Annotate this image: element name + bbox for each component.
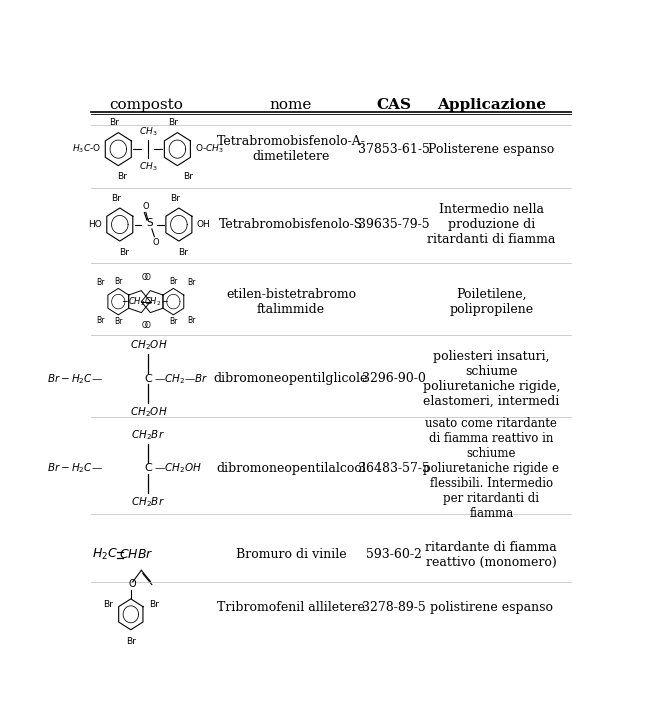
Text: $CHBr$: $CHBr$ [119, 548, 153, 561]
Text: $CH_2Br$: $CH_2Br$ [131, 428, 165, 442]
Text: Poiletilene,
polipropilene: Poiletilene, polipropilene [449, 287, 534, 315]
Text: $Br-H_2C$—: $Br-H_2C$— [47, 372, 103, 385]
Text: $CH_2Br$: $CH_2Br$ [131, 495, 165, 508]
Text: 3278-89-5: 3278-89-5 [362, 601, 426, 614]
Text: etilen-bistetrabromo
ftalimmide: etilen-bistetrabromo ftalimmide [226, 287, 356, 315]
Text: Br: Br [114, 277, 123, 286]
Text: 39635-79-5: 39635-79-5 [358, 218, 430, 231]
Text: O-$CH_3$: O-$CH_3$ [195, 143, 224, 155]
Text: Br: Br [169, 277, 178, 286]
Text: dibromoneopentilglicole: dibromoneopentilglicole [214, 373, 368, 385]
Text: C: C [145, 463, 152, 473]
Text: $Br-H_2C$—: $Br-H_2C$— [47, 461, 103, 475]
Text: $CH_3$: $CH_3$ [139, 126, 157, 138]
Text: S: S [146, 218, 152, 228]
Text: $H_2C$: $H_2C$ [92, 547, 118, 563]
Text: Br: Br [126, 638, 136, 646]
Text: CAS: CAS [376, 98, 411, 112]
Text: Bromuro di vinile: Bromuro di vinile [236, 548, 346, 561]
Text: $—CH_2—Br$: $—CH_2—Br$ [154, 372, 209, 385]
Text: Tetrabromobisfenolo-A-
dimetiletere: Tetrabromobisfenolo-A- dimetiletere [216, 135, 366, 163]
Text: 593-60-2: 593-60-2 [366, 548, 422, 561]
Text: Br: Br [103, 600, 113, 609]
Text: O: O [141, 273, 147, 282]
Text: C: C [145, 374, 152, 384]
Text: Br: Br [118, 172, 127, 181]
Text: Br: Br [169, 118, 178, 127]
Text: usato come ritardante
di fiamma reattivo in
schiume
poliuretaniche rigide e
fles: usato come ritardante di fiamma reattivo… [423, 417, 559, 520]
Text: Tetrabromobisfenolo-S: Tetrabromobisfenolo-S [219, 218, 363, 231]
Text: dibromoneopentilalcool: dibromoneopentilalcool [216, 462, 366, 475]
Text: Polisterene espanso: Polisterene espanso [428, 142, 554, 156]
Text: $-CH_2CH_2-$: $-CH_2CH_2-$ [121, 295, 171, 308]
Text: composto: composto [109, 98, 183, 112]
Text: O: O [129, 579, 136, 589]
Text: $CH_2OH$: $CH_2OH$ [129, 338, 167, 352]
Text: OH: OH [196, 220, 210, 229]
Text: Br: Br [111, 194, 121, 202]
Text: Br: Br [96, 316, 105, 325]
Text: Tribromofenil alliletere: Tribromofenil alliletere [217, 601, 365, 614]
Text: O: O [141, 322, 147, 330]
Text: Br: Br [149, 600, 159, 609]
Text: $CH_2OH$: $CH_2OH$ [129, 405, 167, 419]
Text: Br: Br [119, 247, 129, 257]
Text: HO: HO [89, 220, 102, 229]
Text: $CH_3$: $CH_3$ [139, 160, 157, 172]
Text: Br: Br [114, 317, 123, 326]
Text: polistirene espanso: polistirene espanso [430, 601, 553, 614]
Text: 36483-57-5: 36483-57-5 [358, 462, 430, 475]
Text: Br: Br [183, 172, 193, 181]
Text: O: O [145, 273, 151, 282]
Text: nome: nome [270, 98, 312, 112]
Text: Br: Br [170, 194, 180, 202]
Text: O: O [152, 238, 159, 247]
Text: Applicazione: Applicazione [437, 98, 546, 112]
Text: Br: Br [169, 317, 178, 326]
Text: ritardante di fiamma
reattivo (monomero): ritardante di fiamma reattivo (monomero) [426, 541, 557, 569]
Text: Br: Br [109, 118, 120, 127]
Text: Br: Br [96, 278, 105, 287]
Text: Br: Br [178, 247, 188, 257]
Text: $H_3C$-O: $H_3C$-O [72, 143, 101, 155]
Text: O: O [145, 322, 151, 330]
Text: Br: Br [187, 278, 195, 287]
Text: poliesteri insaturi,
schiume
poliuretaniche rigide,
elastomeri, intermedi: poliesteri insaturi, schiume poliuretani… [422, 350, 560, 408]
Text: —: — [143, 374, 154, 384]
Text: Intermedio nella
produzione di
ritardanti di fiamma: Intermedio nella produzione di ritardant… [427, 203, 556, 246]
Text: O: O [142, 202, 149, 212]
Text: 3296-90-0: 3296-90-0 [362, 373, 426, 385]
Text: 37853-61-5: 37853-61-5 [358, 142, 430, 156]
Text: Br: Br [187, 316, 195, 325]
Text: $—CH_2OH$: $—CH_2OH$ [154, 461, 202, 475]
